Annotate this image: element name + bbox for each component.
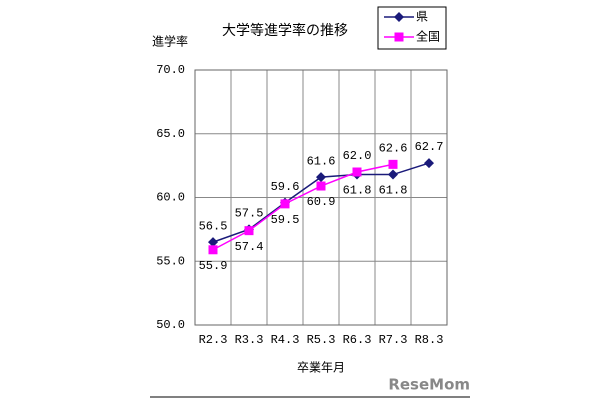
legend-label: 全国 [416, 29, 440, 44]
data-point [388, 169, 398, 180]
data-label: 62.0 [343, 149, 372, 163]
data-label: 55.9 [199, 259, 228, 273]
data-label: 59.5 [271, 213, 300, 227]
x-tick-label: R7.3 [379, 333, 408, 347]
data-point [424, 158, 434, 169]
data-label: 62.6 [379, 142, 408, 156]
data-label: 60.9 [307, 195, 336, 209]
y-tick-label: 55.0 [156, 254, 185, 268]
x-tick-label: R3.3 [235, 333, 264, 347]
y-tick-label: 65.0 [156, 127, 185, 141]
y-tick-label: 60.0 [156, 191, 185, 205]
legend-label: 県 [416, 10, 428, 24]
plot-frame [194, 69, 448, 326]
chart-title: 大学等進学率の推移 [222, 22, 348, 39]
data-label: 57.4 [235, 240, 264, 254]
x-axis-label: 卒業年月 [297, 361, 345, 375]
legend-box [377, 6, 447, 50]
data-label: 61.8 [343, 184, 372, 198]
data-label: 56.5 [199, 219, 228, 233]
series-line [212, 163, 394, 251]
data-point [208, 237, 218, 248]
data-point [316, 172, 326, 183]
data-label: 59.6 [271, 180, 300, 194]
x-tick-label: R4.3 [271, 333, 300, 347]
x-tick-label: R5.3 [307, 333, 336, 347]
data-label: 57.5 [235, 207, 264, 221]
data-point [208, 245, 218, 255]
legend-marker [394, 12, 404, 22]
x-tick-label: R2.3 [199, 333, 228, 347]
data-point [244, 226, 254, 236]
x-tick-label: R8.3 [415, 333, 444, 347]
data-label: 61.8 [379, 184, 408, 198]
data-label: 61.6 [307, 154, 336, 168]
x-tick-label: R6.3 [343, 333, 372, 347]
data-point [352, 167, 362, 177]
data-point [316, 181, 326, 191]
y-axis-label: 進学率 [152, 34, 188, 49]
data-label: 62.7 [415, 140, 444, 154]
legend-marker [394, 32, 404, 42]
data-point [388, 159, 398, 169]
y-tick-label: 70.0 [156, 63, 185, 77]
data-point [280, 199, 290, 209]
watermark: ReseMom [388, 376, 470, 394]
y-tick-label: 50.0 [156, 318, 185, 332]
